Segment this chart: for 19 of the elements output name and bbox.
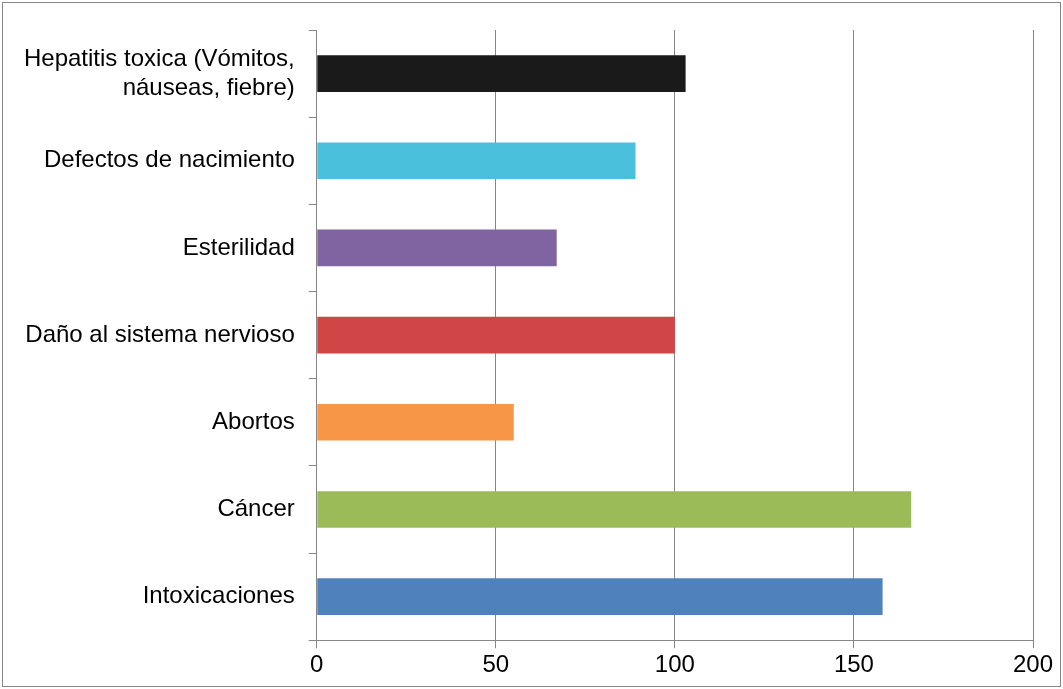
x-tick-label: 50	[482, 650, 510, 678]
bar	[317, 403, 514, 441]
x-tick-label: 200	[1012, 650, 1054, 678]
y-tick-label: Hepatitis toxica (Vómitos, náuseas, fiebre)	[24, 43, 295, 100]
bar	[317, 491, 912, 528]
bar	[317, 55, 686, 92]
bar	[317, 229, 557, 267]
y-tick-label: Esterilidad	[182, 232, 295, 260]
y-tick-label: Daño al sistema nervioso	[25, 319, 295, 347]
bar	[317, 316, 675, 354]
y-tick-label: Abortos	[212, 406, 295, 434]
bar	[317, 142, 636, 180]
y-tick-label: Cáncer	[217, 494, 295, 522]
y-tick-label: Defectos de nacimiento	[43, 145, 295, 173]
x-tick-label: 0	[310, 650, 324, 678]
bar	[317, 578, 883, 615]
x-tick-label: 100	[654, 650, 695, 678]
x-tick-label: 150	[833, 650, 874, 678]
y-tick-label: Intoxicaciones	[142, 581, 295, 609]
